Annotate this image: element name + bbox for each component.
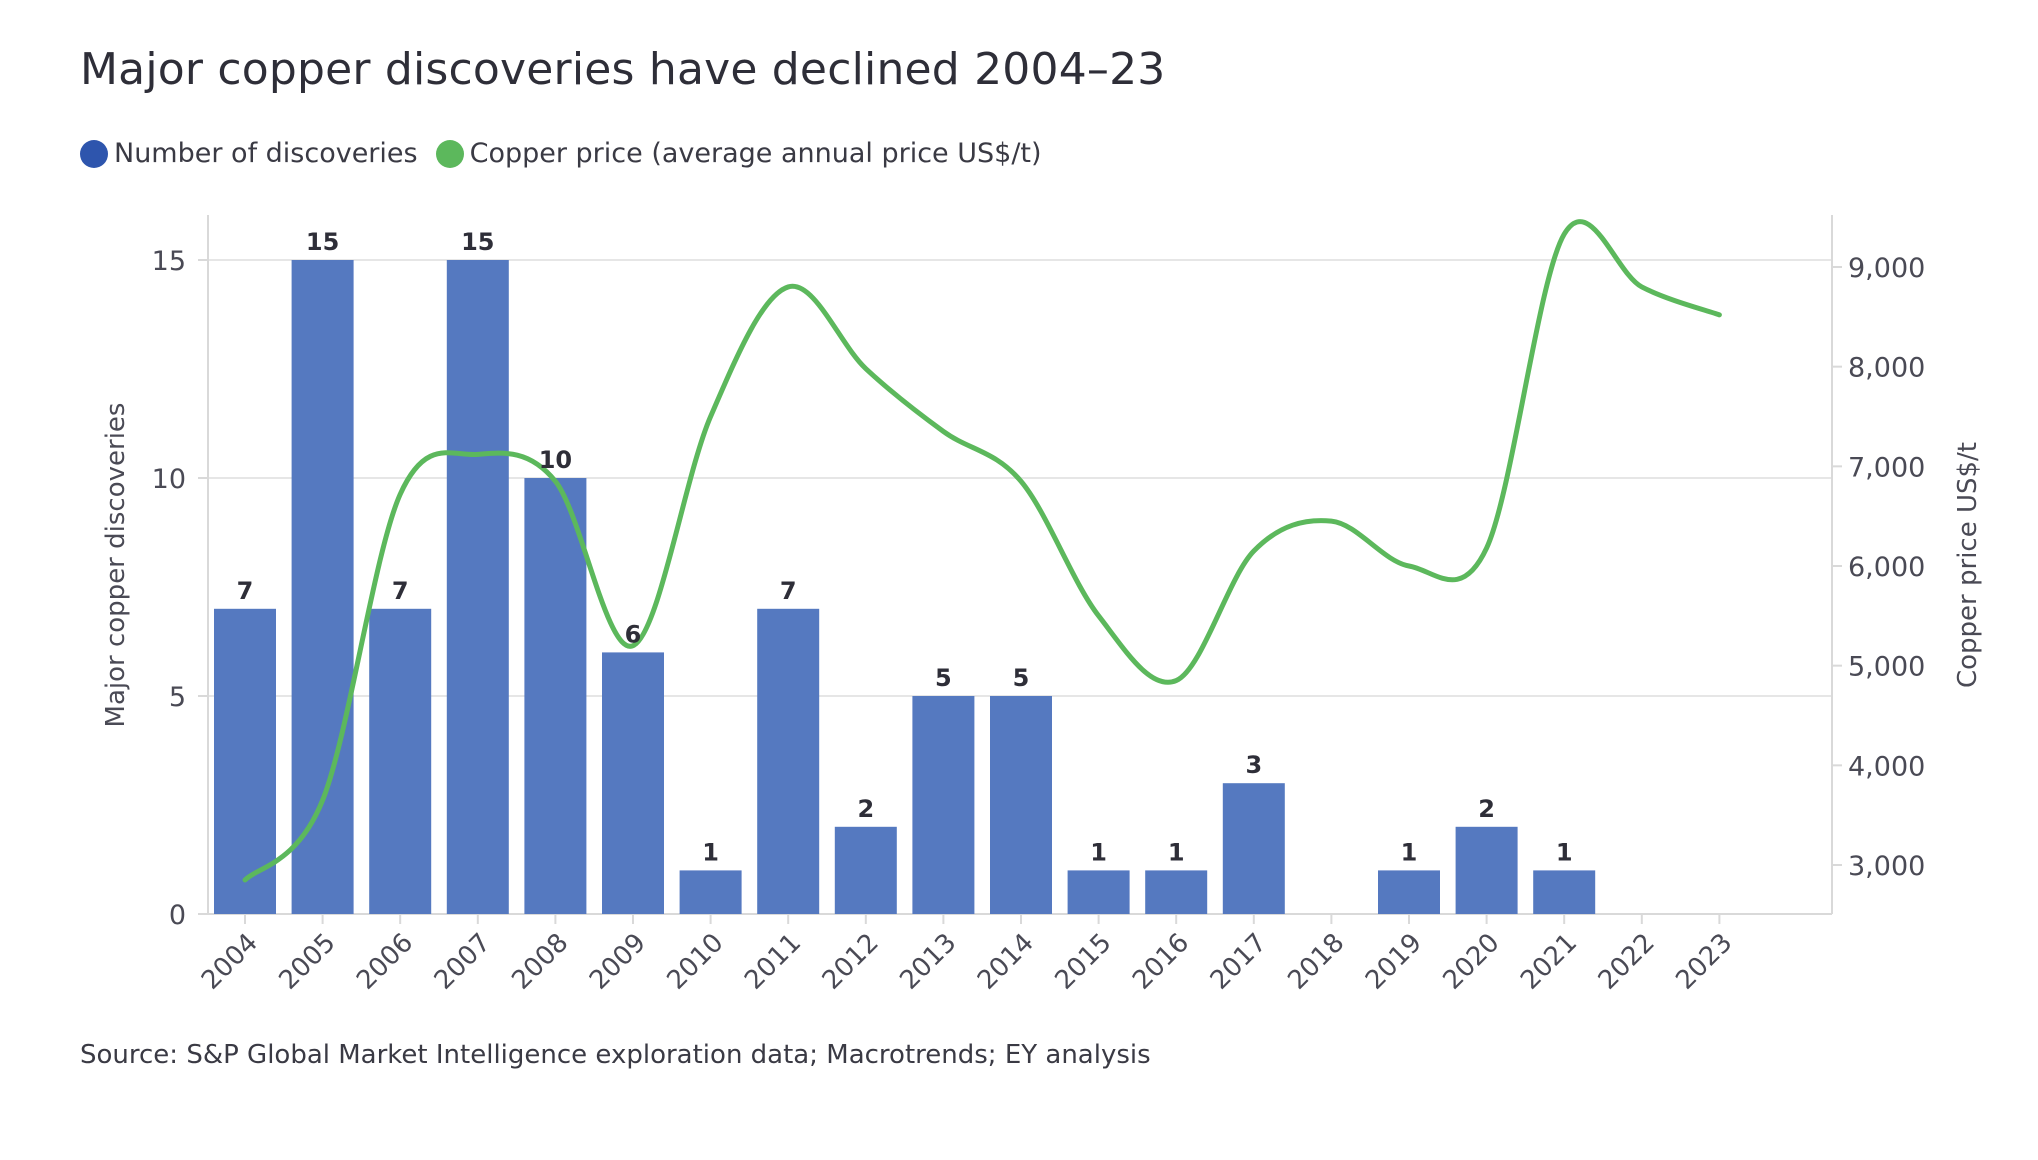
x-tick-label: 2021 [1515,928,1583,996]
x-tick-label: 2011 [739,928,807,996]
bar-2017 [1222,783,1285,914]
x-tick-label: 2014 [972,928,1040,996]
bar-2007 [446,260,509,914]
bar-2015 [1067,870,1130,914]
source-note: Source: S&P Global Market Intelligence e… [80,1040,1151,1070]
bar-data-label: 5 [1013,664,1030,692]
x-tick-label: 2006 [351,928,419,996]
copper-price-line [242,219,1722,883]
x-tick-label: 2022 [1593,928,1661,996]
bar-data-label: 1 [1168,838,1185,866]
bar-2019 [1378,870,1440,914]
x-tick-label: 2018 [1282,928,1350,996]
x-tick-label: 2013 [894,928,962,996]
x-tick-label: 2019 [1360,928,1428,996]
y2-tick-label: 5,000 [1848,652,1925,683]
x-tick-label: 2008 [506,928,574,996]
bar-data-label: 3 [1245,751,1262,779]
bar-data-label: 5 [935,664,952,692]
x-tick-label: 2012 [817,928,885,996]
bar-2008 [524,478,587,914]
y-tick-label: 0 [169,900,186,931]
bar-data-label: 7 [237,577,254,605]
y-tick-label: 5 [169,682,186,713]
bar-2010 [679,870,742,914]
x-tick-label: 2017 [1205,928,1273,996]
x-tick-label: 2005 [274,928,342,996]
x-tick-label: 2020 [1438,928,1506,996]
bar-2011 [757,608,820,914]
bar-2009 [602,652,664,914]
x-tick-label: 2007 [429,928,497,996]
y-axis-title: Major copper discoveries [101,403,131,728]
bar-2014 [990,696,1052,914]
bar-2016 [1145,870,1208,914]
y2-tick-label: 6,000 [1848,552,1925,583]
legend: Number of discoveries Copper price (aver… [80,138,1060,169]
bar-data-label: 1 [1401,838,1418,866]
y2-tick-label: 9,000 [1848,253,1925,284]
legend-swatch-discoveries [80,139,108,168]
x-tick-label: 2015 [1050,928,1118,996]
bar-2013 [912,696,975,914]
x-tick-label: 2016 [1127,928,1195,996]
bar-2021 [1533,870,1596,914]
bar-2006 [369,608,432,914]
bar-data-label: 7 [392,577,409,605]
bar-data-label: 6 [625,620,642,648]
y-tick-label: 10 [152,464,186,495]
y2-tick-label: 4,000 [1848,751,1925,782]
legend-item-copper-price: Copper price (average annual price US$/t… [435,138,1042,169]
bar-data-label: 15 [306,228,339,256]
x-tick-label: 2010 [662,928,730,996]
bar-data-label: 1 [702,838,719,866]
bar-2004 [214,608,276,914]
legend-label-copper-price: Copper price (average annual price US$/t… [469,138,1042,169]
bar-data-label: 1 [1090,838,1107,866]
y2-tick-label: 3,000 [1848,851,1925,882]
legend-swatch-copper-price [435,139,464,168]
legend-item-discoveries: Number of discoveries [80,138,418,169]
x-tick-label: 2023 [1670,928,1738,996]
x-tick-label: 2004 [196,928,264,996]
y-tick-label: 15 [152,246,186,277]
bar-data-label: 2 [857,795,874,823]
bar-data-label: 10 [539,446,572,474]
bar-data-label: 15 [461,228,494,256]
x-tick-label: 2009 [584,928,652,996]
legend-label-discoveries: Number of discoveries [114,138,418,169]
bar-2005 [291,260,354,914]
bar-2020 [1455,826,1518,914]
y2-axis-title: Copper price US$/t [1953,442,1983,688]
y2-tick-label: 7,000 [1848,452,1925,483]
bar-2012 [834,826,897,914]
chart-title: Major copper discoveries have declined 2… [80,44,1166,95]
bar-data-label: 2 [1478,795,1495,823]
bar-data-label: 7 [780,577,797,605]
bar-data-label: 1 [1556,838,1573,866]
y2-tick-label: 8,000 [1848,353,1925,384]
